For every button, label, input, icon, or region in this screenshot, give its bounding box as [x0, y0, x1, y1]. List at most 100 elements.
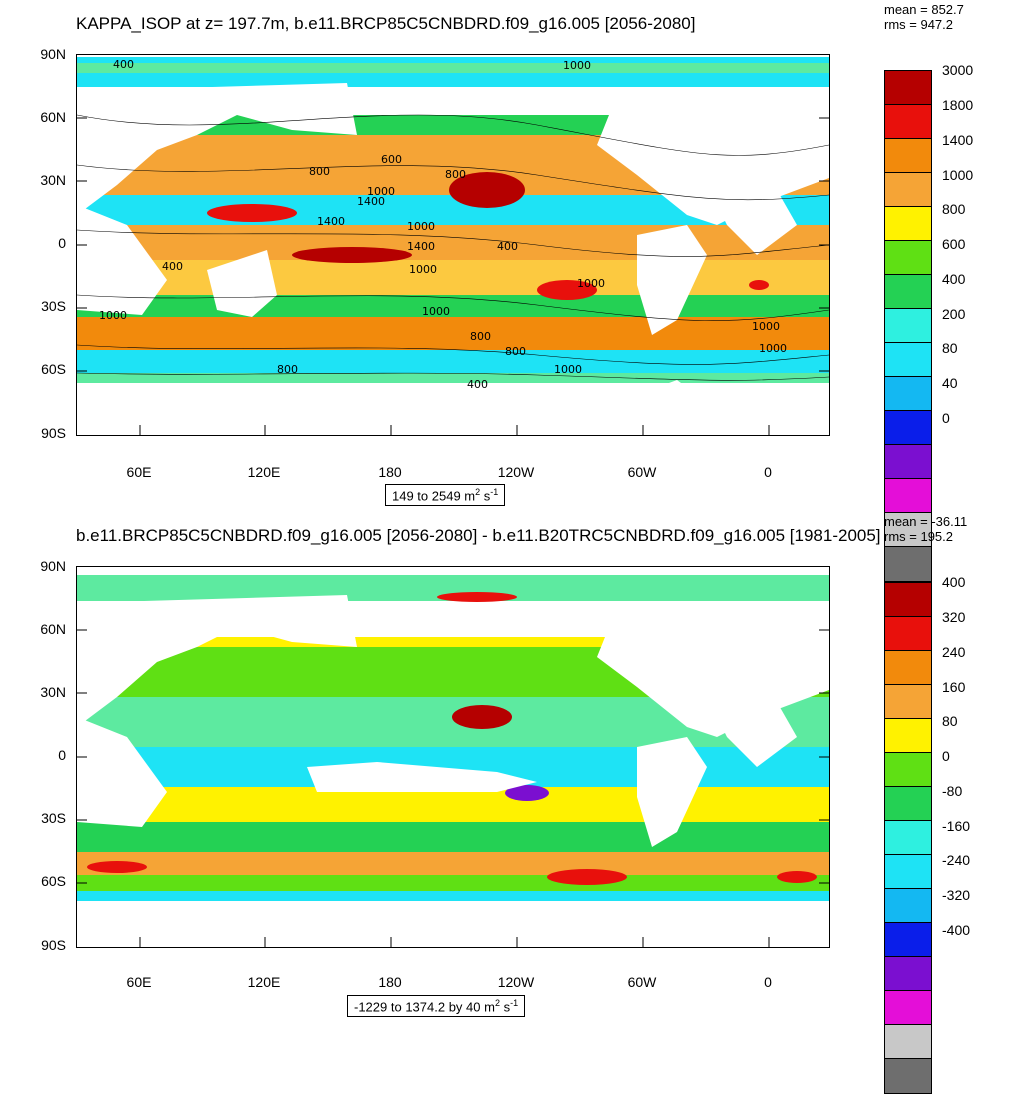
contour-label: 1000 [554, 363, 582, 376]
cbar1-label: 400 [942, 271, 966, 287]
lat-60s-p2: 60S [41, 873, 66, 889]
contour-label: 800 [470, 330, 491, 343]
cbar-swatch [885, 309, 931, 343]
contour-label: 1400 [407, 240, 435, 253]
panel2-range-sup: 2 [494, 998, 500, 1008]
contour-label: 400 [162, 260, 183, 273]
cbar1-label: 1400 [942, 132, 974, 148]
lat-0-p1: 0 [58, 235, 66, 251]
contour-label: 800 [309, 165, 330, 178]
lon-60e-p2: 60E [126, 974, 152, 990]
lon-120w-p1: 120W [497, 464, 535, 480]
contour-label: 1000 [99, 309, 127, 322]
cbar-swatch [885, 173, 931, 207]
panel2-range-box: -1229 to 1374.2 by 40 m2 s-1 [347, 995, 526, 1018]
cbar-swatch [885, 719, 931, 753]
lon-120w-p2: 120W [497, 974, 535, 990]
contour-label: 600 [381, 153, 402, 166]
panel2-map-svg [77, 567, 829, 947]
contour-label: 1000 [752, 320, 780, 333]
lon-120e-p2: 120E [247, 974, 281, 990]
cbar1-label: 1800 [942, 97, 974, 113]
contour-label: 800 [445, 168, 466, 181]
cbar-swatch [885, 139, 931, 173]
contour-label: 800 [505, 345, 526, 358]
cbar-swatch [885, 787, 931, 821]
cbar-swatch [885, 377, 931, 411]
panel1-range-tail: s [480, 488, 491, 504]
panel1-map: 400 1000 600 800 800 1000 1400 1400 1000… [76, 54, 830, 436]
cbar-swatch [885, 651, 931, 685]
cbar2-label: 320 [942, 609, 966, 625]
lat-90n-p1: 90N [40, 46, 66, 62]
lat-60n-p2: 60N [40, 621, 66, 637]
cbar-swatch [885, 411, 931, 445]
cbar2-label: 80 [942, 713, 958, 729]
contour-label: 1000 [759, 342, 787, 355]
cbar-swatch [885, 1059, 931, 1093]
lat-60s-p1: 60S [41, 361, 66, 377]
cbar2-label: 0 [942, 748, 950, 764]
lat-90n-p2: 90N [40, 558, 66, 574]
contour-label: 1400 [317, 215, 345, 228]
contour-label: 1000 [407, 220, 435, 233]
contour-label: 800 [277, 363, 298, 376]
contour-label: 400 [497, 240, 518, 253]
lon-180-p1: 180 [378, 464, 402, 480]
lat-30n-p2: 30N [40, 684, 66, 700]
contour-label: 1400 [357, 195, 385, 208]
cbar2-label: -80 [942, 783, 963, 799]
cbar2-label: -240 [942, 852, 971, 868]
panel2-colorbar [884, 582, 932, 1094]
panel2-stats: mean = -36.11 rms = 195.2 [884, 514, 967, 544]
panel2-map [76, 566, 830, 948]
panel1-range-sup: 2 [475, 487, 481, 497]
cbar2-label: -320 [942, 887, 971, 903]
cbar2-label: -400 [942, 922, 971, 938]
cbar-swatch [885, 207, 931, 241]
cbar-swatch [885, 241, 931, 275]
cbar-swatch [885, 685, 931, 719]
cbar-swatch [885, 513, 931, 547]
lon-180-p2: 180 [378, 974, 402, 990]
cbar-swatch [885, 547, 931, 581]
lat-90s-p2: 90S [41, 937, 66, 953]
cbar1-label: 80 [942, 340, 958, 356]
cbar1-label: 3000 [942, 62, 974, 78]
lon-60w-p2: 60W [627, 974, 657, 990]
cbar-swatch [885, 583, 931, 617]
cbar1-label: 1000 [942, 167, 974, 183]
lon-120e-p1: 120E [247, 464, 281, 480]
lon-0-p1: 0 [764, 464, 772, 480]
cbar1-label: 40 [942, 375, 958, 391]
lon-60e-p1: 60E [126, 464, 152, 480]
cbar1-label: 600 [942, 236, 966, 252]
lon-60w-p1: 60W [627, 464, 657, 480]
cbar1-label: 800 [942, 201, 966, 217]
cbar2-label: -160 [942, 818, 971, 834]
panel1-stats: mean = 852.7 rms = 947.2 [884, 2, 964, 32]
cbar-swatch [885, 617, 931, 651]
lat-30s-p1: 30S [41, 298, 66, 314]
cbar-swatch [885, 445, 931, 479]
cbar2-label: 160 [942, 679, 966, 695]
panel1-mean: mean = 852.7 [884, 2, 964, 17]
cbar-swatch [885, 923, 931, 957]
panel1-colorbar [884, 70, 932, 582]
cbar-swatch [885, 479, 931, 513]
cbar2-label: 240 [942, 644, 966, 660]
panel2-range-tail: s [499, 999, 511, 1015]
cbar1-label: 200 [942, 306, 966, 322]
cbar-swatch [885, 991, 931, 1025]
contour-label: 1000 [577, 277, 605, 290]
panel1-title: KAPPA_ISOP at z= 197.7m, b.e11.BRCP85C5C… [76, 14, 696, 33]
lat-0-p2: 0 [58, 747, 66, 763]
panel1-range-sup2: -1 [490, 487, 499, 497]
panel1-rms: rms = 947.2 [884, 17, 954, 32]
panel1-range-box: 149 to 2549 m2 s-1 [385, 484, 506, 507]
panel1-range-text: 149 to 2549 m [392, 488, 476, 504]
cbar-swatch [885, 343, 931, 377]
panel2-mean: mean = -36.11 [884, 514, 968, 529]
contour-label: 400 [467, 378, 488, 391]
contour-label: 1000 [563, 59, 591, 72]
